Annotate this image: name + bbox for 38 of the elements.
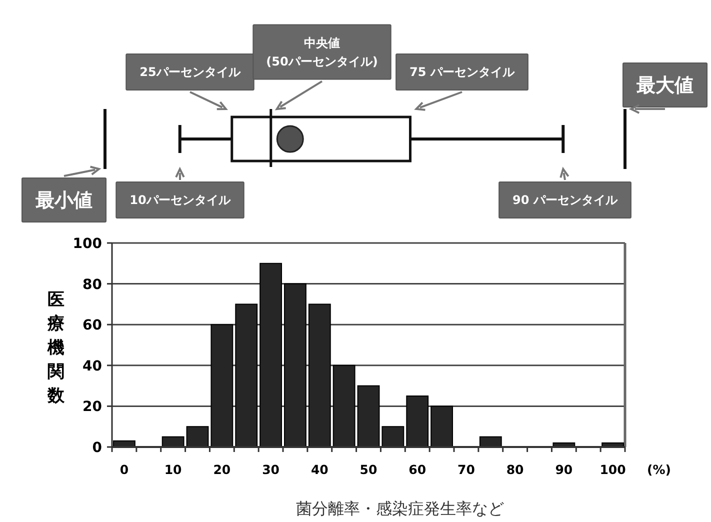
x-tick-label: 50 bbox=[360, 462, 378, 477]
x-tick-label: 30 bbox=[262, 462, 280, 477]
bar bbox=[186, 426, 209, 448]
x-tick-label: 0 bbox=[120, 462, 129, 477]
x-tick-label: 40 bbox=[310, 462, 329, 477]
bar bbox=[332, 364, 356, 448]
bar bbox=[357, 385, 380, 448]
x-tick-label: 70 bbox=[458, 462, 476, 477]
y-tick-label: 80 bbox=[82, 276, 102, 293]
bar bbox=[284, 283, 306, 448]
y-tick-label: 40 bbox=[82, 358, 102, 374]
text: 中央値 (50パーセンタイル) bbox=[266, 36, 378, 68]
y-tick-label: 100 bbox=[72, 236, 102, 252]
bar bbox=[210, 324, 234, 448]
y-tick-label: 60 bbox=[82, 318, 102, 334]
text: 最小値 bbox=[34, 190, 92, 212]
bar bbox=[308, 304, 331, 448]
bar bbox=[406, 396, 429, 448]
y-tick-label: 0 bbox=[92, 440, 102, 456]
x-tick-label: 20 bbox=[213, 462, 231, 477]
text: 最大値 bbox=[636, 74, 694, 97]
bar bbox=[382, 426, 404, 448]
y-axis-title: 医療機関数 bbox=[46, 290, 66, 406]
text: (%) bbox=[647, 462, 671, 477]
text: 10パーセンタイル bbox=[130, 193, 232, 208]
x-tick-label: 90 bbox=[555, 462, 573, 477]
x-tick-label: 10 bbox=[164, 462, 182, 477]
text: 90 パーセンタイル bbox=[512, 193, 618, 208]
x-tick-label: 60 bbox=[408, 462, 426, 477]
text: 25パーセンタイル bbox=[140, 65, 242, 80]
bar bbox=[260, 262, 282, 448]
y-tick-label: 20 bbox=[82, 399, 102, 416]
x-axis-title: 菌分離率・感染症発生率など bbox=[296, 499, 504, 518]
x-tick-label: 80 bbox=[506, 462, 524, 477]
x-tick-label: 100 bbox=[600, 462, 626, 477]
bar bbox=[235, 304, 258, 448]
text: 75 パーセンタイル bbox=[410, 65, 516, 80]
bar bbox=[430, 406, 453, 448]
